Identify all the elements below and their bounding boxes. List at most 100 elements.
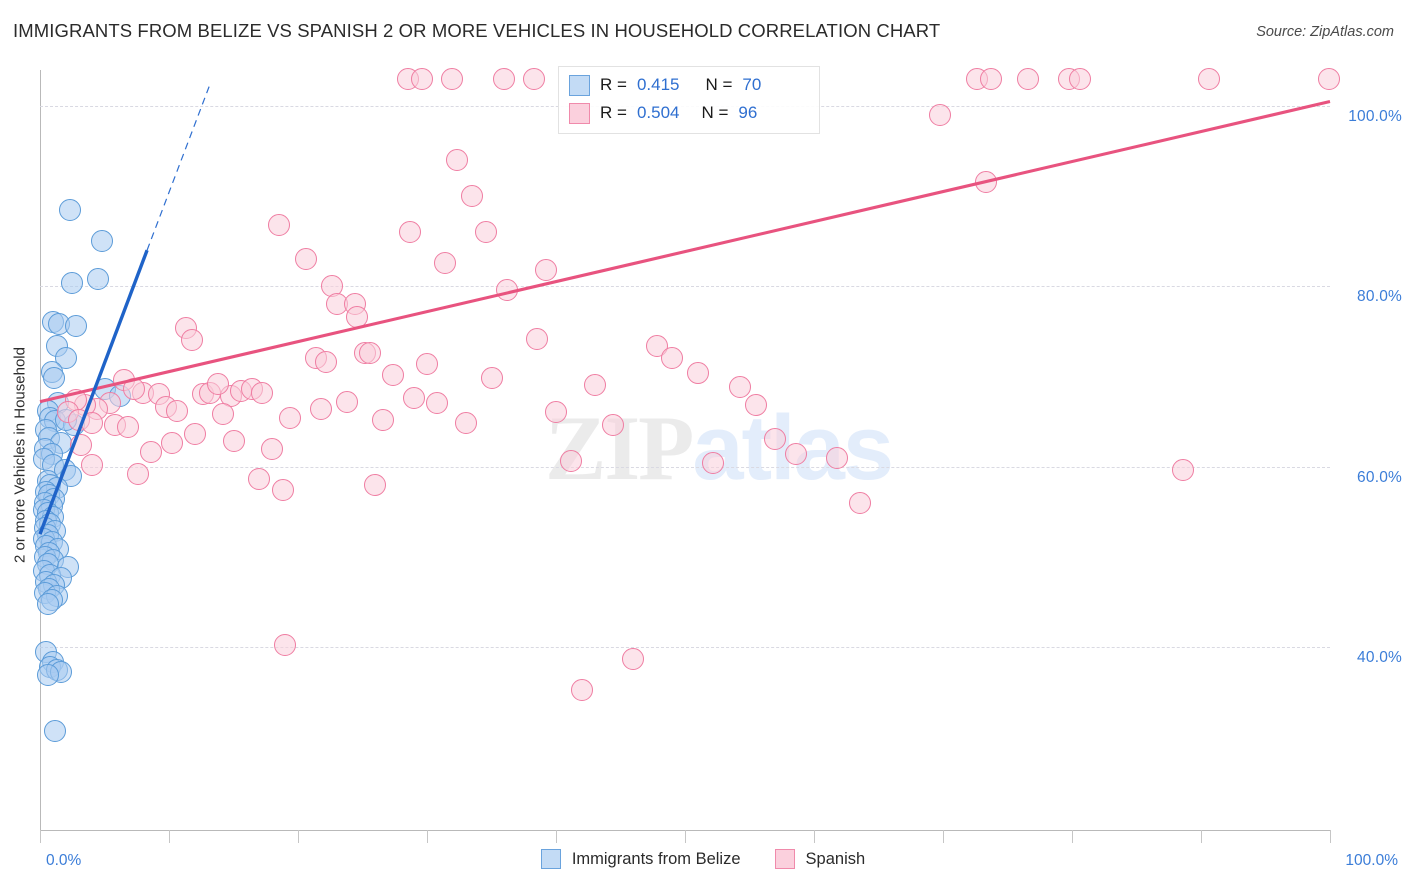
scatter-point <box>207 372 230 395</box>
scatter-point <box>372 408 395 431</box>
scatter-point <box>212 403 235 426</box>
series-swatch-belize <box>540 849 561 869</box>
watermark-zip: ZIP <box>545 397 694 499</box>
x-axis-label-max: 100.0% <box>1345 852 1398 869</box>
legend-n-value-belize: 70 <box>742 75 762 94</box>
scatter-point <box>364 473 387 496</box>
scatter-point <box>250 381 273 404</box>
series-legend-item-spanish[interactable]: Spanish <box>774 849 866 869</box>
series-legend: Immigrants from Belize Spanish <box>0 849 1406 869</box>
x-axis-tick <box>169 830 170 843</box>
series-label-spanish: Spanish <box>805 849 866 868</box>
scatter-point <box>784 442 807 465</box>
scatter-point <box>127 462 150 485</box>
x-axis-tick <box>556 830 557 843</box>
scatter-point <box>702 451 725 474</box>
legend-r-label-spanish: R = <box>600 103 627 122</box>
y-axis-tick-label: 60.0% <box>1357 468 1402 486</box>
scatter-point <box>70 433 93 456</box>
scatter-point <box>416 352 438 375</box>
x-axis-tick <box>1072 830 1073 843</box>
legend-n-value-spanish: 96 <box>738 103 758 122</box>
gridline <box>40 466 1330 468</box>
scatter-point <box>1171 459 1194 482</box>
scatter-point <box>181 329 204 352</box>
scatter-point <box>570 679 593 702</box>
y-axis-tick-label: 40.0% <box>1357 648 1402 666</box>
legend-r-value-belize: 0.415 <box>636 75 680 94</box>
scatter-point <box>80 453 103 476</box>
scatter-point <box>87 268 110 291</box>
x-axis-tick <box>685 830 686 843</box>
scatter-point <box>461 185 484 208</box>
scatter-point <box>294 248 317 271</box>
scatter-point <box>44 719 67 742</box>
scatter-point <box>410 68 433 91</box>
scatter-point <box>583 374 606 397</box>
scatter-point <box>686 361 709 384</box>
scatter-point <box>403 387 426 410</box>
x-axis-tick <box>298 830 299 843</box>
scatter-point <box>534 259 557 282</box>
scatter-point <box>1317 68 1340 91</box>
scatter-point <box>58 198 81 221</box>
scatter-point <box>929 104 952 127</box>
legend-row-spanish: R = 0.504 N = 96 <box>569 100 757 126</box>
y-axis-title: 2 or more Vehicles in Household <box>8 285 32 625</box>
scatter-point <box>315 350 338 373</box>
scatter-point <box>545 401 567 424</box>
gridline <box>40 286 1330 288</box>
scatter-point <box>271 478 294 501</box>
x-axis-label-min: 0.0% <box>46 852 82 869</box>
x-axis-tick <box>40 830 41 843</box>
x-axis-tick <box>1330 830 1331 843</box>
scatter-point <box>744 394 767 417</box>
series-legend-item-belize[interactable]: Immigrants from Belize <box>540 849 741 869</box>
scatter-point <box>279 406 302 429</box>
legend-swatch-spanish <box>569 102 590 124</box>
scatter-point <box>359 341 382 364</box>
scatter-point <box>475 221 498 244</box>
scatter-point <box>261 437 284 460</box>
scatter-point <box>222 430 245 453</box>
y-axis-tick-label: 100.0% <box>1348 108 1402 126</box>
scatter-point <box>267 214 290 236</box>
scatter-point <box>661 347 684 370</box>
scatter-point <box>495 278 518 301</box>
scatter-point <box>622 648 645 671</box>
scatter-point <box>139 441 162 464</box>
scatter-point <box>434 251 457 274</box>
scatter-point <box>90 230 113 253</box>
legend-n-label-spanish: N = <box>701 103 729 122</box>
scatter-point <box>80 412 103 435</box>
scatter-point <box>336 390 359 413</box>
scatter-point <box>116 415 139 438</box>
x-axis-tick <box>427 830 428 843</box>
scatter-point <box>346 305 369 328</box>
scatter-point <box>560 450 583 473</box>
scatter-point <box>165 399 188 422</box>
scatter-point <box>160 432 183 455</box>
legend-r-label-belize: R = <box>600 75 627 94</box>
plot-area: ZIPatlas <box>32 68 1340 827</box>
scatter-point <box>493 68 516 91</box>
scatter-point <box>974 170 997 193</box>
scatter-point <box>445 149 468 172</box>
scatter-point <box>61 271 84 294</box>
page-title: IMMIGRANTS FROM BELIZE VS SPANISH 2 OR M… <box>13 20 941 41</box>
scatter-point <box>440 68 463 91</box>
scatter-point <box>601 414 624 437</box>
scatter-point <box>826 446 849 469</box>
scatter-point <box>979 68 1002 91</box>
scatter-point <box>65 314 88 337</box>
scatter-point <box>36 663 59 686</box>
scatter-point <box>310 397 333 420</box>
scatter-point <box>399 221 422 244</box>
scatter-point <box>1068 68 1091 91</box>
scatter-point <box>849 491 872 514</box>
y-axis-title-label: 2 or more Vehicles in Household <box>11 347 29 563</box>
x-axis-tick <box>814 830 815 843</box>
x-axis-tick <box>943 830 944 843</box>
scatter-point <box>274 633 297 656</box>
